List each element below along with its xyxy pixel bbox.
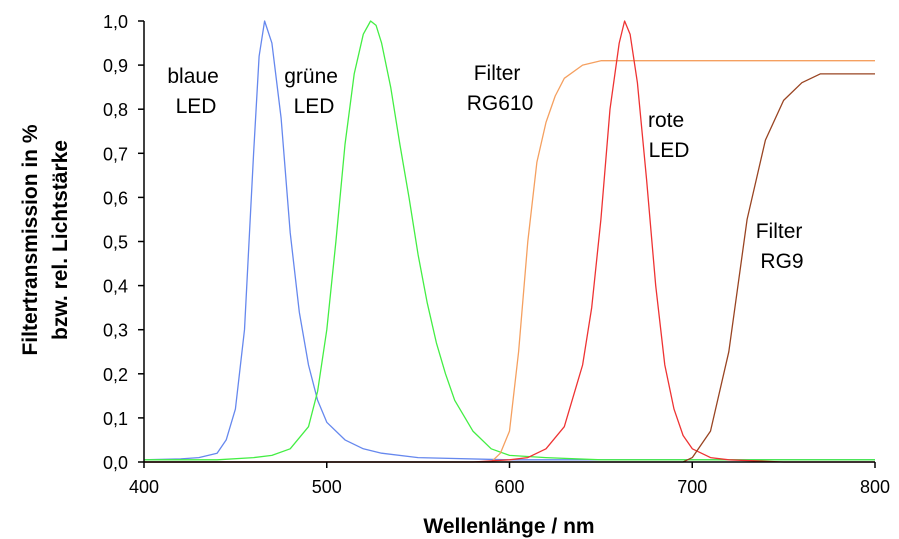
- x-tick-label: 700: [677, 477, 707, 497]
- y-tick-label: 0,8: [103, 100, 128, 120]
- series-line-green-led: [144, 20, 875, 461]
- y-tick-label: 0,6: [103, 188, 128, 208]
- annotation-green-led: grüne LED: [284, 65, 344, 118]
- annotation-red-led: rote LED: [648, 109, 690, 162]
- annotation-filter-rg9: Filter RG9: [756, 220, 809, 273]
- annotation-filter-rg9-line2: RG9: [760, 250, 803, 273]
- annotation-filter-rg610-line1: Filter: [474, 62, 521, 85]
- annotation-filter-rg610: Filter RG610: [467, 62, 534, 115]
- annotation-blue-led: blaue LED: [167, 65, 224, 118]
- y-tick-label: 0,9: [103, 56, 128, 76]
- series-line-red-led: [144, 20, 875, 463]
- x-tick-label: 500: [312, 477, 342, 497]
- y-axis-ticks: 0,0 0,1 0,2 0,3 0,4 0,5 0,6 0,7 0,8 0,9 1,0: [103, 12, 144, 473]
- x-tick-label: 800: [860, 477, 890, 497]
- y-tick-label: 0,0: [103, 453, 128, 473]
- curve-annotations: blaue LED grüne LED Filter RG610 rote LE…: [167, 62, 809, 273]
- annotation-red-led-line1: rote: [648, 109, 684, 132]
- y-tick-label: 0,7: [103, 144, 128, 164]
- annotation-filter-rg610-line2: RG610: [467, 92, 534, 115]
- x-tick-label: 600: [494, 477, 524, 497]
- x-tick-label: 400: [129, 477, 159, 497]
- series-line-filter-rg610: [144, 60, 875, 463]
- series-line-blue-led: [143, 20, 875, 461]
- y-axis-title-line1: Filtertransmission in %: [19, 124, 42, 355]
- y-tick-label: 0,2: [103, 365, 128, 385]
- series-line-filter-rg9: [144, 73, 875, 463]
- annotation-blue-led-line2: LED: [176, 95, 217, 118]
- annotation-green-led-line1: grüne: [284, 65, 338, 88]
- annotation-blue-led-line1: blaue: [167, 65, 218, 88]
- y-tick-label: 0,5: [103, 233, 128, 253]
- annotation-filter-rg9-line1: Filter: [756, 220, 803, 243]
- annotation-red-led-line2: LED: [649, 139, 690, 162]
- annotation-green-led-line2: LED: [294, 95, 335, 118]
- x-axis-title: Wellenlänge / nm: [423, 515, 594, 538]
- y-tick-label: 0,3: [103, 321, 128, 341]
- x-axis-ticks: 400 500 600 700 800: [129, 462, 890, 497]
- series-layer: [143, 20, 875, 463]
- y-tick-label: 1,0: [103, 12, 128, 32]
- y-axis-title: Filtertransmission in % bzw. rel. Lichts…: [19, 124, 72, 355]
- y-tick-label: 0,1: [103, 409, 128, 429]
- y-axis-title-line2: bzw. rel. Lichtstärke: [49, 140, 72, 340]
- plot-area: 400 500 600 700 800 0,0 0,1 0,2 0,3 0,4 0,5 0,6 0,7…: [103, 12, 890, 497]
- y-tick-label: 0,4: [103, 277, 128, 297]
